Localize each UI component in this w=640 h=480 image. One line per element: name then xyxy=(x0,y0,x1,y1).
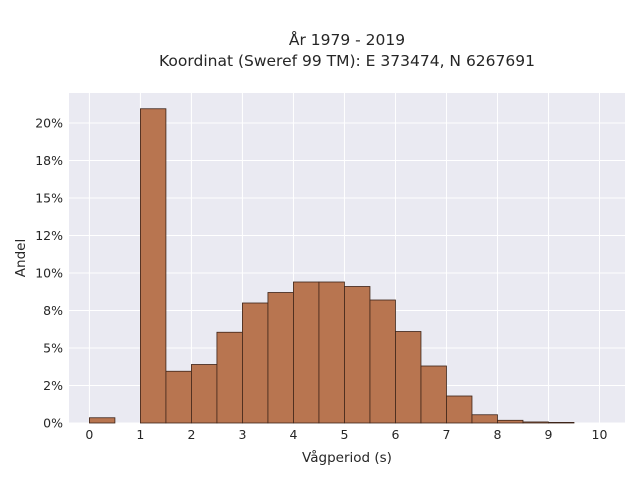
x-tick-label: 7 xyxy=(442,427,450,442)
x-tick-label: 9 xyxy=(545,427,553,442)
histogram-bar xyxy=(395,331,422,424)
histogram-bar xyxy=(548,421,575,424)
x-axis-label: Vågperiod (s) xyxy=(302,449,392,466)
histogram-bar xyxy=(446,395,473,424)
y-tick-label: 18% xyxy=(35,153,63,168)
y-tick-label: 12% xyxy=(35,228,63,243)
histogram-bar xyxy=(344,286,371,424)
histogram-bar xyxy=(191,364,218,424)
y-axis-ticks: 0% 2% 5% 8% 10% 12% 15% 18% 20% xyxy=(35,116,63,431)
x-tick-label: 3 xyxy=(238,427,246,442)
x-tick-label: 0 xyxy=(85,427,93,442)
chart-title-line-1: År 1979 - 2019 xyxy=(289,30,405,49)
histogram-bar xyxy=(497,419,524,424)
histogram-bar xyxy=(369,299,396,424)
histogram-bar xyxy=(216,331,243,424)
chart-title-line-2: Koordinat (Sweref 99 TM): E 373474, N 62… xyxy=(159,52,535,70)
y-tick-label: 5% xyxy=(43,341,63,356)
histogram-bar xyxy=(420,365,447,424)
y-tick-label: 10% xyxy=(35,266,63,281)
histogram-bar xyxy=(242,302,269,424)
y-axis-label: Andel xyxy=(13,239,29,277)
y-tick-label: 15% xyxy=(35,191,63,206)
x-tick-label: 5 xyxy=(340,427,348,442)
histogram-bar xyxy=(89,417,116,424)
histogram-bar xyxy=(522,421,549,424)
x-tick-label: 4 xyxy=(289,427,297,442)
histogram-bar xyxy=(140,108,167,424)
histogram-bar xyxy=(318,281,345,424)
histogram-bars xyxy=(89,108,575,424)
histogram-bar xyxy=(293,281,320,424)
x-axis-ticks: 0 1 2 3 4 5 6 7 8 9 10 xyxy=(85,427,607,442)
histogram-bar xyxy=(267,292,294,424)
x-tick-label: 6 xyxy=(391,427,399,442)
x-tick-label: 8 xyxy=(494,427,502,442)
y-tick-label: 2% xyxy=(43,378,63,393)
x-tick-label: 10 xyxy=(592,427,608,442)
y-tick-label: 0% xyxy=(43,416,63,431)
y-tick-label: 20% xyxy=(35,116,63,131)
y-tick-label: 8% xyxy=(43,303,63,318)
histogram-bar xyxy=(471,414,498,424)
x-tick-label: 1 xyxy=(136,427,144,442)
histogram-bar xyxy=(165,370,192,424)
x-tick-label: 2 xyxy=(187,427,195,442)
